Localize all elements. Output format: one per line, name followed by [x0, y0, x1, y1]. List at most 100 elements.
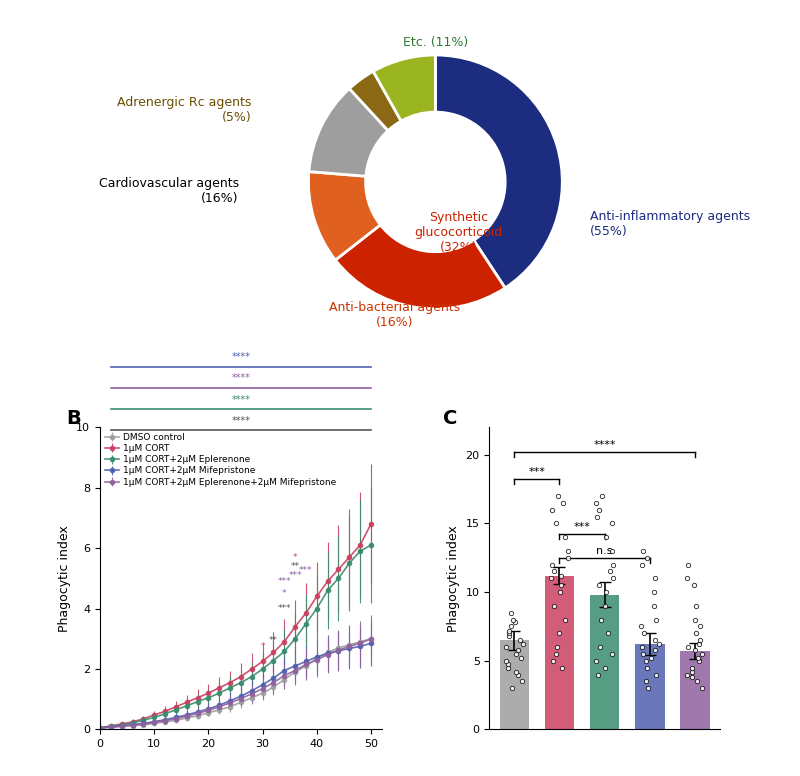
- Point: [686, 661, 698, 674]
- Point: [652, 638, 665, 650]
- Point: [693, 655, 706, 667]
- Point: [595, 490, 608, 502]
- Point: [562, 552, 574, 564]
- Point: [550, 648, 562, 660]
- Point: [693, 638, 706, 650]
- Point: [641, 661, 654, 674]
- Text: *: *: [282, 589, 286, 598]
- Point: [548, 600, 561, 612]
- Point: [594, 641, 606, 653]
- Point: [696, 648, 709, 660]
- Point: [512, 643, 525, 656]
- Point: [593, 579, 606, 591]
- Text: ***: ***: [288, 571, 302, 580]
- Point: [694, 620, 706, 632]
- Y-axis label: Phagocytic index: Phagocytic index: [447, 525, 460, 632]
- Legend: DMSO control, 1μM CORT, 1μM CORT+2μM Eplerenone, 1μM CORT+2μM Mifepristone, 1μM : DMSO control, 1μM CORT, 1μM CORT+2μM Epl…: [102, 429, 339, 490]
- Bar: [635, 644, 665, 729]
- Point: [690, 627, 702, 639]
- Point: [686, 671, 698, 684]
- Text: ****: ****: [231, 416, 250, 426]
- Point: [506, 613, 519, 625]
- Bar: [590, 595, 619, 729]
- Point: [648, 586, 661, 598]
- Text: C: C: [443, 409, 458, 428]
- Point: [689, 613, 702, 625]
- Text: Synthetic
glucocorticoid
(32%): Synthetic glucocorticoid (32%): [414, 211, 502, 255]
- Point: [634, 620, 647, 632]
- Point: [606, 648, 618, 660]
- Text: **: **: [269, 636, 278, 645]
- Point: [600, 531, 613, 543]
- Point: [606, 518, 618, 530]
- Point: [694, 634, 706, 646]
- Wedge shape: [374, 55, 435, 121]
- Point: [514, 652, 527, 664]
- Point: [691, 652, 704, 664]
- Point: [590, 655, 602, 667]
- Point: [502, 625, 515, 637]
- Point: [595, 613, 608, 625]
- Point: [598, 661, 611, 674]
- Point: [638, 627, 651, 639]
- Point: [557, 497, 570, 509]
- Text: ****: ****: [231, 352, 250, 362]
- Point: [502, 661, 514, 674]
- Point: [649, 634, 662, 646]
- Text: A: A: [136, 0, 151, 4]
- Point: [516, 675, 529, 688]
- Point: [606, 545, 618, 557]
- Text: ***: ***: [529, 467, 546, 477]
- Point: [554, 579, 567, 591]
- Point: [639, 675, 652, 688]
- Point: [687, 579, 700, 591]
- Point: [602, 627, 614, 639]
- Point: [546, 655, 559, 667]
- Point: [555, 570, 568, 582]
- Text: ***: ***: [278, 604, 291, 613]
- Point: [637, 545, 650, 557]
- Point: [510, 648, 522, 660]
- Point: [554, 586, 566, 598]
- Point: [558, 613, 571, 625]
- Point: [546, 559, 558, 571]
- Point: [603, 565, 616, 577]
- Point: [682, 559, 694, 571]
- Point: [681, 668, 694, 681]
- Text: ****: ****: [231, 373, 250, 383]
- Bar: [681, 651, 710, 729]
- Point: [591, 668, 604, 681]
- Point: [504, 620, 517, 632]
- Point: [508, 616, 521, 629]
- Point: [598, 600, 611, 612]
- Text: Anti-bacterial agents
(16%): Anti-bacterial agents (16%): [330, 301, 460, 329]
- Point: [691, 675, 704, 688]
- Point: [647, 600, 660, 612]
- Point: [688, 643, 701, 656]
- Point: [545, 572, 558, 584]
- Bar: [545, 576, 574, 729]
- Point: [516, 638, 529, 650]
- Text: *: *: [260, 642, 265, 651]
- Point: [502, 657, 514, 670]
- Point: [641, 552, 654, 564]
- Point: [500, 655, 513, 667]
- Point: [649, 643, 662, 656]
- Text: Etc. (11%): Etc. (11%): [402, 36, 468, 49]
- Point: [514, 634, 526, 646]
- Text: *: *: [293, 553, 298, 562]
- Point: [644, 652, 657, 664]
- Wedge shape: [350, 71, 401, 130]
- Point: [550, 518, 562, 530]
- Wedge shape: [309, 88, 388, 176]
- Point: [637, 648, 650, 660]
- Point: [552, 627, 565, 639]
- Point: [547, 565, 560, 577]
- Wedge shape: [435, 55, 562, 288]
- Point: [642, 682, 654, 695]
- Text: Cardiovascular agents
(16%): Cardiovascular agents (16%): [98, 177, 238, 205]
- Point: [550, 641, 563, 653]
- Point: [650, 613, 662, 625]
- Point: [593, 504, 606, 516]
- Text: ***: ***: [574, 522, 590, 532]
